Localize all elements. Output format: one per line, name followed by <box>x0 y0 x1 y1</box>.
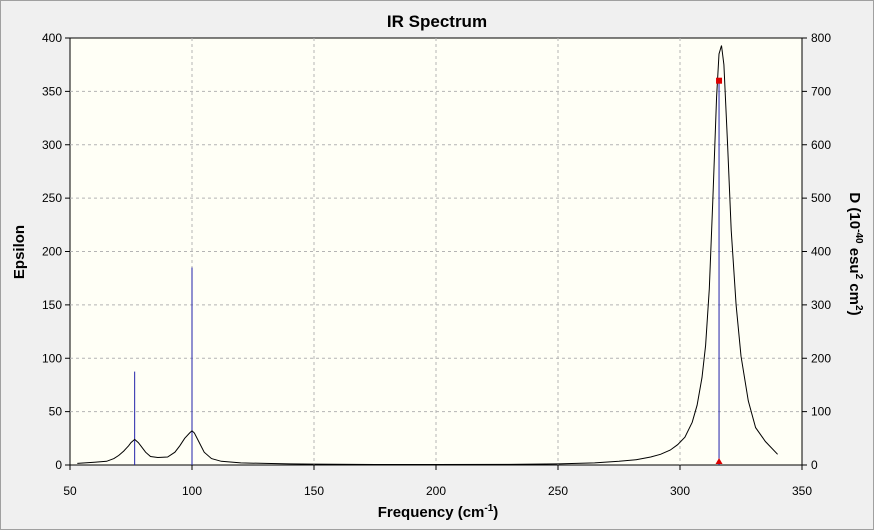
peak-markers <box>715 77 723 464</box>
y-tick-label: 300 <box>42 138 62 152</box>
y2-tick-label: 700 <box>811 84 831 98</box>
peak-marker <box>716 77 723 84</box>
x-tick-label: 150 <box>304 484 324 498</box>
x-tick-label: 350 <box>792 484 812 498</box>
x-tick-label: 250 <box>548 484 568 498</box>
x-tick-label: 50 <box>63 484 77 498</box>
y2-tick-label: 0 <box>811 458 818 472</box>
y2-tick-label: 800 <box>811 31 831 45</box>
y2-tick-label: 300 <box>811 298 831 312</box>
bottom-axis-ticks: 50 100 150 200 250 300 350 <box>63 465 812 498</box>
y2-tick-label: 200 <box>811 351 831 365</box>
y2-tick-label: 500 <box>811 191 831 205</box>
chart-title: IR Spectrum <box>387 12 487 31</box>
y2-tick-label: 600 <box>811 138 831 152</box>
x-axis-label: Frequency (cm-1) <box>378 503 499 521</box>
y-tick-label: 200 <box>42 245 62 259</box>
y2-axis-label: D (10-40 esu2 cm2) <box>846 192 864 315</box>
y-axis-label: Epsilon <box>11 225 28 279</box>
y-tick-label: 400 <box>42 31 62 45</box>
left-axis-ticks: 0 50 100 150 200 250 300 350 400 <box>42 31 70 472</box>
x-tick-label: 100 <box>182 484 202 498</box>
baseline-marker <box>715 458 723 464</box>
y2-tick-label: 400 <box>811 245 831 259</box>
y-tick-label: 350 <box>42 84 62 98</box>
right-axis-ticks: 0 100 200 300 400 500 600 700 800 <box>802 31 831 472</box>
stick-spectrum <box>134 80 720 465</box>
y-tick-label: 100 <box>42 351 62 365</box>
y-tick-label: 150 <box>42 298 62 312</box>
y-tick-label: 50 <box>49 405 63 419</box>
x-tick-label: 300 <box>670 484 690 498</box>
y2-tick-label: 100 <box>811 405 831 419</box>
spectrum-line <box>77 45 778 465</box>
y-tick-label: 250 <box>42 191 62 205</box>
y-tick-label: 0 <box>55 458 62 472</box>
x-tick-label: 200 <box>426 484 446 498</box>
